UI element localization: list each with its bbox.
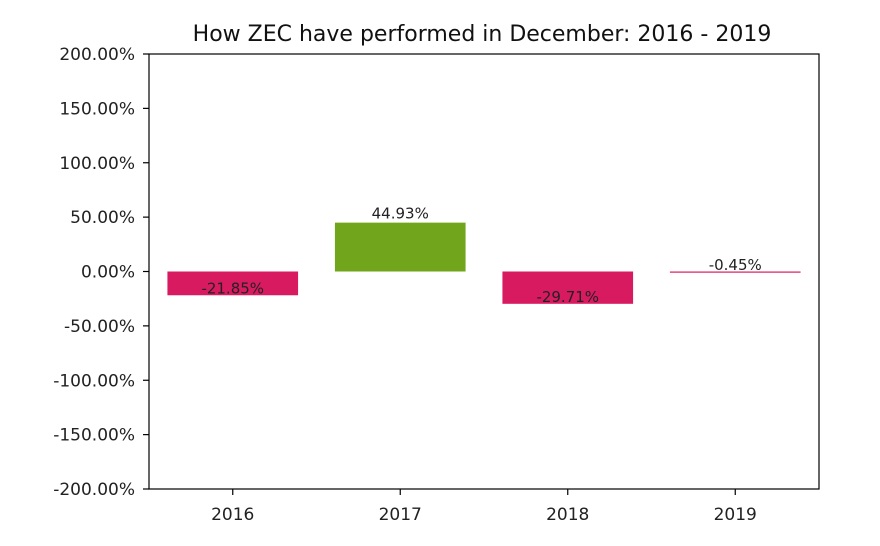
y-tick-label: 100.00% — [59, 154, 135, 174]
bar-2018 — [502, 271, 634, 304]
x-tick-label: 2019 — [714, 505, 757, 525]
bar-2016 — [167, 271, 299, 296]
y-tick-label: 150.00% — [59, 99, 135, 119]
x-axis: 2016 2017 2018 2019 — [211, 489, 757, 525]
bars-group — [167, 222, 801, 304]
y-tick-label: 50.00% — [70, 208, 135, 228]
data-label-2019: -0.45% — [709, 256, 762, 274]
y-tick-label: -50.00% — [64, 317, 135, 337]
x-tick-label: 2018 — [546, 505, 589, 525]
y-axis: 200.00% 150.00% 100.00% 50.00% 0.00% -50.00% -… — [53, 45, 149, 500]
y-tick-label: 200.00% — [59, 45, 135, 65]
y-tick-label: -200.00% — [53, 480, 135, 500]
y-tick-label: 0.00% — [81, 263, 135, 283]
data-label-2016: -21.85% — [201, 279, 264, 297]
y-tick-label: -150.00% — [53, 426, 135, 446]
x-tick-label: 2017 — [379, 505, 422, 525]
plot-frame — [148, 53, 820, 490]
bar-2017 — [334, 222, 466, 272]
x-tick-label: 2016 — [211, 505, 254, 525]
y-tick-label: -100.00% — [53, 371, 135, 391]
data-labels-group: -21.85% 44.93% -29.71% -0.45% — [201, 205, 761, 306]
bar-2019 — [669, 271, 801, 273]
data-label-2018: -29.71% — [536, 288, 599, 306]
chart-title: How ZEC have performed in December: 2016… — [193, 22, 772, 47]
data-label-2017: 44.93% — [372, 205, 429, 223]
